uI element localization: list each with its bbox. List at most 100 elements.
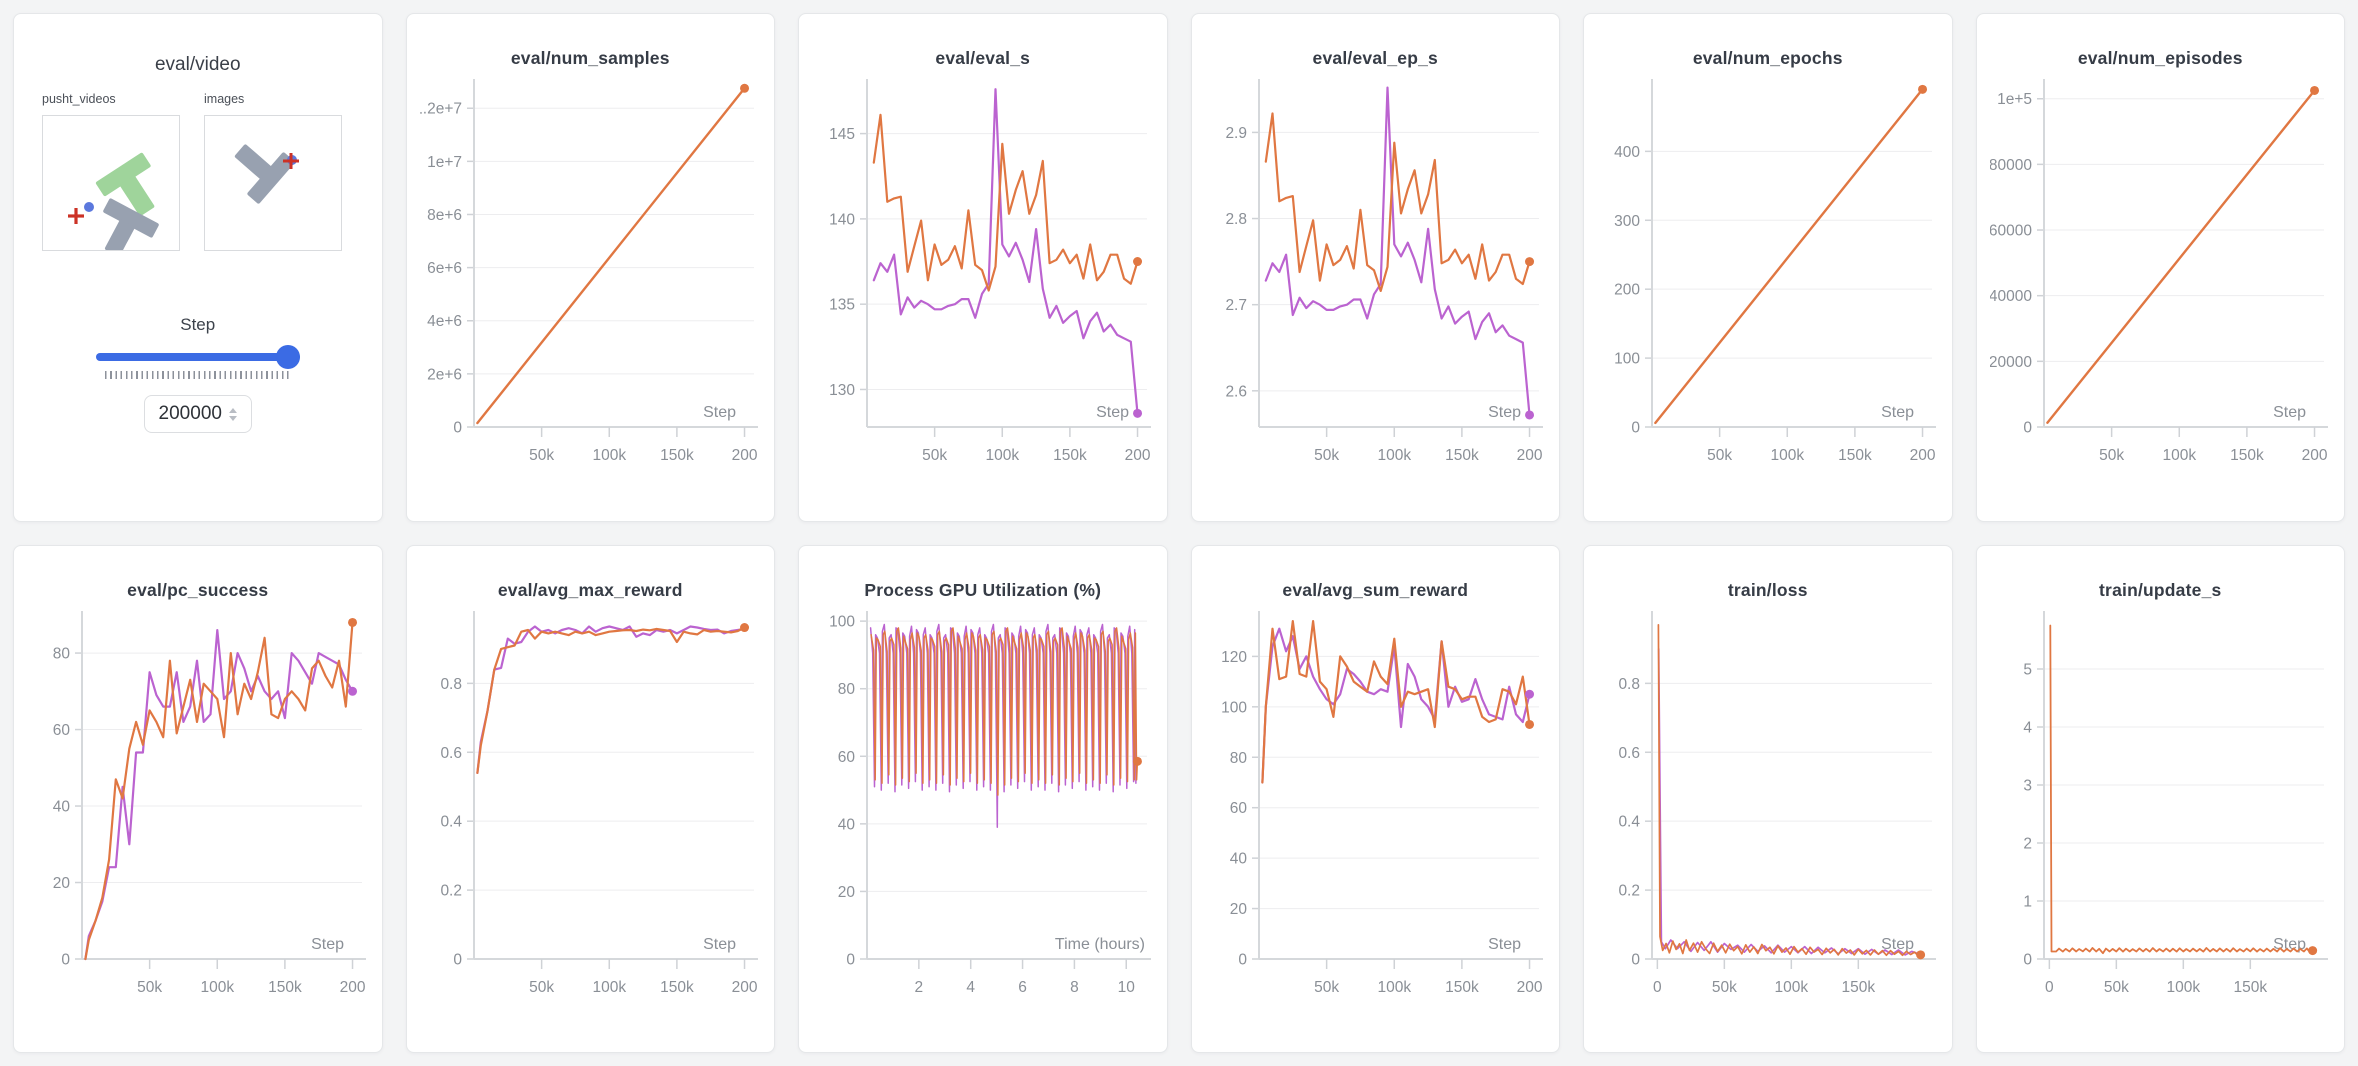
step-slider-label: Step (180, 315, 216, 334)
slider-track[interactable] (95, 353, 300, 361)
x-tick-label: 50k (529, 979, 554, 996)
y-tick-label: 20000 (1990, 354, 2032, 371)
y-tick-label: 0.4 (441, 813, 463, 830)
panel-eval-video: eval/video pusht_videos (13, 13, 383, 522)
decrement-icon[interactable] (228, 415, 237, 421)
chart-plot[interactable]: 2.6 2.7 2.8 2.9 50k 100k 150k 200 Step (1205, 71, 1545, 481)
x-tick-label: 2 (914, 979, 923, 996)
y-tick-label: 0 (846, 951, 855, 968)
y-tick-label: 80000 (1990, 157, 2032, 174)
chart-plot[interactable]: 130 135 140 145 50k 100k 150k 200 Step (813, 71, 1153, 481)
x-tick-label: 50k (1712, 979, 1737, 996)
chart-title: eval/avg_sum_reward (1282, 579, 1469, 600)
y-tick-label: 80 (53, 645, 71, 662)
y-tick-label: 2.9 (1226, 125, 1248, 142)
step-number-input[interactable]: 200000 (143, 395, 252, 433)
y-tick-label: 135 (829, 297, 855, 314)
x-tick-label: 150k (660, 447, 694, 464)
x-axis-label: Time (hours) (1055, 936, 1145, 953)
x-tick-label: 50k (529, 447, 554, 464)
x-tick-label: 150k (1445, 979, 1479, 996)
series-line-purple (84, 628, 354, 960)
chart-plot[interactable]: 0 20000 40000 60000 80000 1e+5 50k 100k 150k 200 S… (1990, 71, 2330, 481)
media-caption: images (204, 92, 245, 106)
y-tick-label: 300 (1614, 213, 1640, 230)
y-tick-label: 3 (2024, 777, 2033, 794)
series-line-orange (1261, 619, 1531, 784)
video-thumbnail-pusht[interactable] (42, 115, 180, 257)
pusht-video-frame (68, 152, 159, 257)
series-line-purple (1264, 86, 1531, 416)
chart-plot[interactable]: 0 2e+6 4e+6 6e+6 8e+6 1e+7 1.2e+7 50k 100k 150k 20… (420, 71, 760, 481)
chart-plot[interactable]: 0 20 40 60 80 100 2 4 6 8 10 Time (hours) (813, 603, 1153, 1013)
x-axis-label: Step (2273, 404, 2306, 421)
y-tick-label: 60 (838, 748, 856, 765)
y-tick-label: 0.6 (441, 744, 463, 761)
chart-panel: eval/pc_success 0 20 40 60 80 50k 100k 150k 200 St… (13, 544, 383, 1053)
x-tick-label: 100k (1770, 447, 1804, 464)
x-tick-label: 0 (1653, 979, 1662, 996)
chart-panel: eval/eval_ep_s 2.6 2.7 2.8 2.9 50k 100k 150k 200… (1190, 13, 1560, 522)
chart-plot[interactable]: 0 20 40 60 80 100 120 50k 100k 150k 200 Step (1205, 603, 1545, 1013)
y-tick-label: 40 (1230, 850, 1248, 867)
endpoint-dot (740, 83, 750, 93)
chart-title: eval/eval_s (935, 48, 1031, 68)
y-tick-label: 130 (829, 382, 855, 399)
image-thumbnail[interactable] (204, 115, 342, 251)
y-tick-label: 80 (1230, 749, 1248, 766)
endpoint-dot (1132, 408, 1142, 418)
endpoint-dot (1525, 689, 1535, 699)
chart-panel: train/loss 0 0.2 0.4 0.6 0.8 0 50k 100k 150k Step (1583, 544, 1953, 1053)
series-line-orange (872, 113, 1139, 292)
y-tick-label: 100 (1614, 351, 1640, 368)
x-tick-label: 100k (2163, 447, 2197, 464)
series-line-orange (84, 620, 354, 960)
y-tick-label: 2.7 (1226, 297, 1248, 314)
increment-icon[interactable] (228, 407, 237, 413)
stepper-arrows[interactable] (228, 407, 237, 421)
media-caption: pusht_videos (42, 92, 116, 106)
y-tick-label: 1 (2024, 893, 2033, 910)
chart-plot[interactable]: 0 100 200 300 400 50k 100k 150k 200 Step (1598, 71, 1938, 481)
x-axis-label: Step (1881, 936, 1914, 953)
endpoint-dot (2308, 945, 2318, 955)
series-line-purple (1657, 647, 1920, 956)
y-tick-label: 2e+6 (427, 366, 462, 383)
y-tick-label: 200 (1614, 282, 1640, 299)
slider-tick-ruler (104, 371, 291, 379)
endpoint-dot (1525, 257, 1535, 267)
chart-title: eval/num_episodes (2077, 48, 2243, 68)
endpoint-dot (1525, 719, 1535, 729)
slider-thumb[interactable] (275, 345, 300, 369)
series-line-orange (2046, 89, 2316, 424)
step-slider[interactable] (95, 345, 300, 369)
chart-plot[interactable]: 0 20 40 60 80 50k 100k 150k 200 Step (28, 603, 368, 1013)
chart-title: eval/num_samples (510, 48, 670, 68)
chart-plot[interactable]: 0 0.2 0.4 0.6 0.8 50k 100k 150k 200 Step (420, 603, 760, 1013)
x-tick-label: 150k (1445, 447, 1479, 464)
chart-plot[interactable]: 0 0.2 0.4 0.6 0.8 0 50k 100k 150k Step (1598, 603, 1938, 1013)
x-tick-label: 200 (732, 979, 758, 996)
x-tick-label: 150k (1053, 447, 1087, 464)
media-row: pusht_videos (14, 92, 382, 257)
x-axis-label: Step (703, 936, 736, 953)
x-tick-label: 100k (1774, 979, 1808, 996)
y-tick-label: 60 (1230, 800, 1248, 817)
series-line-purple (476, 624, 746, 774)
endpoint-dot (1525, 410, 1535, 420)
y-tick-label: 0 (454, 951, 463, 968)
target-cross (283, 153, 299, 169)
chart-title: eval/num_epochs (1692, 48, 1843, 68)
y-tick-label: 0.4 (1618, 813, 1640, 830)
x-tick-label: 150k (268, 979, 302, 996)
x-tick-label: 6 (1018, 979, 1027, 996)
y-tick-label: 20 (53, 875, 71, 892)
x-tick-label: 50k (137, 979, 162, 996)
x-tick-label: 200 (1909, 447, 1935, 464)
series-line-orange (476, 625, 746, 774)
x-tick-label: 8 (1070, 979, 1079, 996)
media-pusht-videos: pusht_videos (42, 92, 180, 257)
x-tick-label: 50k (1314, 447, 1339, 464)
